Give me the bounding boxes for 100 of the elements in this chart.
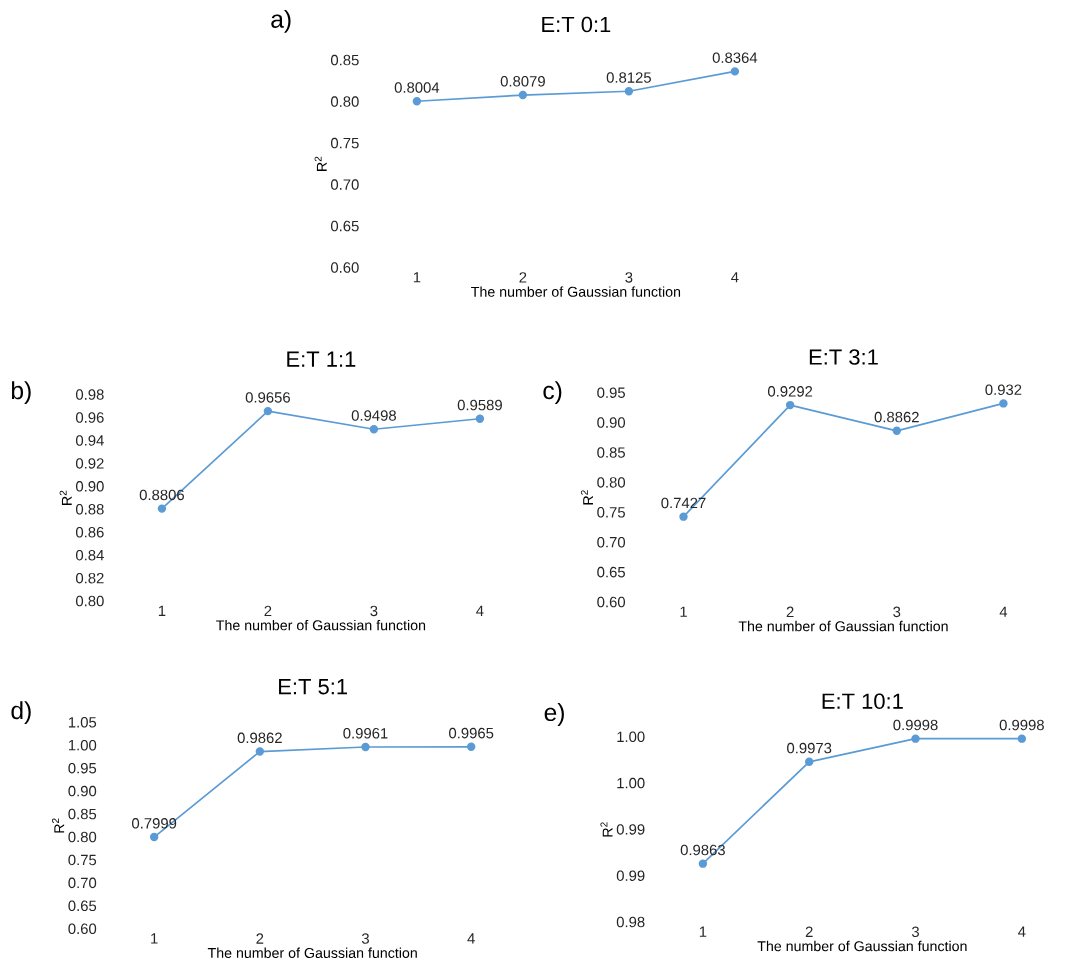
x-tick-label: 4 [731,272,739,283]
y-axis-title: R$^{2}$ [580,490,593,505]
y-tick-label: 0.80 [330,96,359,107]
x-tick-label: 1 [151,933,158,944]
data-label: 0.932 [985,384,1022,395]
data-label: 0.8125 [606,72,651,83]
text: d) [11,701,31,724]
y-tick-label: 0.70 [597,536,626,548]
point [149,832,159,842]
data-label: 0.9292 [768,386,813,397]
x-axis-title: The number of Gaussian function [738,620,948,632]
y-tick-label: 0.94 [76,435,104,446]
y-tick-label: 0.95 [68,762,97,774]
data-label: 0.9498 [351,410,396,421]
y-tick-label: 0.75 [597,506,625,518]
x-tick-label: 1 [680,606,687,617]
point [785,400,795,410]
x-tick-label: 2 [805,926,813,937]
y-tick-label: 0.99 [616,824,645,835]
y-tick-label: 0.65 [68,900,97,911]
data-label: 0.9998 [893,719,938,731]
x-tick-label: 1 [699,926,707,937]
x-axis-title: The number of Gaussian function [207,947,417,958]
y-tick-label: 0.65 [330,220,359,232]
y-axis-title: R$^{2}$ [59,490,72,505]
y-tick-label: 0.80 [597,477,626,488]
y-tick-label: 0.96 [76,412,104,423]
y-tick-label: 0.88 [76,503,104,515]
y-axis-title: R$^{2}$ [600,822,613,837]
y-tick-label: 0.60 [330,262,359,273]
y-tick-label: 0.95 [597,387,625,398]
y-tick-label: 0.80 [68,831,97,843]
chart-title: E:T 1:1 [287,351,356,367]
y-tick-label: 0.82 [76,572,104,584]
data-label: 0.9656 [245,392,290,403]
y-axis-title: R$^{2}$ [314,156,327,171]
y-tick-label: 0.65 [597,566,625,578]
y-tick-label: 0.70 [330,179,359,190]
x-tick-label: 3 [370,605,378,617]
y-tick-label: 1.00 [617,777,645,789]
y-tick-label: 0.70 [68,877,97,889]
x-tick-label: 3 [361,933,369,944]
y-tick-label: 0.98 [76,389,104,400]
y-tick-label: 0.80 [76,595,104,607]
text: a) [271,9,291,33]
y-tick-label: 0.85 [330,54,359,66]
y-tick-label: 0.85 [597,447,625,458]
point [412,96,422,106]
point [263,406,273,416]
x-tick-label: 3 [893,606,901,618]
data-label: 0.9973 [787,742,832,754]
point [518,90,528,100]
point [892,426,901,435]
x-tick-label: 4 [1018,926,1026,937]
chart-title: E:T 5:1 [279,678,348,695]
x-tick-label: 4 [476,605,484,616]
point [679,512,688,521]
y-tick-label: 0.75 [68,854,97,866]
y-tick-label: 1.00 [617,731,645,742]
x-axis-title: The number of Gaussian function [216,619,426,631]
data-label: 0.8079 [500,75,545,87]
data-label: 0.8862 [874,411,919,423]
y-axis-title: R$^{2}$ [52,818,65,833]
x-axis-title: The number of Gaussian function [471,286,681,297]
x-tick-label: 2 [264,605,272,616]
point [698,859,708,868]
text: e) [544,702,564,726]
point [361,742,370,752]
data-label: 0.8004 [394,82,440,93]
x-tick-label: 4 [999,606,1008,617]
x-tick-label: 1 [158,605,166,616]
y-tick-label: 0.90 [76,480,104,492]
point [624,86,634,96]
point [475,414,485,423]
y-tick-label: 0.99 [616,870,645,881]
y-tick-label: 0.90 [597,417,626,428]
data-label: 0.9965 [449,727,494,739]
point [730,67,740,76]
x-tick-label: 1 [413,272,421,283]
y-tick-label: 1.00 [68,739,97,751]
chart-title: E:T 10:1 [822,693,903,709]
y-tick-label: 1.05 [68,716,97,728]
x-tick-label: 4 [467,933,475,944]
y-tick-label: 0.60 [597,596,626,608]
point [805,757,814,766]
x-tick-label: 3 [625,272,633,283]
point [255,747,265,756]
data-label: 0.9961 [343,727,388,739]
text: b) [11,381,31,404]
point [1017,734,1027,743]
x-tick-label: 3 [911,926,919,937]
y-tick-label: 0.98 [616,916,645,928]
y-tick-label: 0.92 [76,458,104,469]
x-tick-label: 2 [519,272,527,283]
data-label: 0.8364 [712,52,758,63]
y-tick-label: 0.60 [68,923,97,934]
text: c) [543,381,562,404]
point [911,734,920,743]
data-label: 0.9589 [457,399,502,411]
chart-title: E:T 0:1 [542,16,611,33]
